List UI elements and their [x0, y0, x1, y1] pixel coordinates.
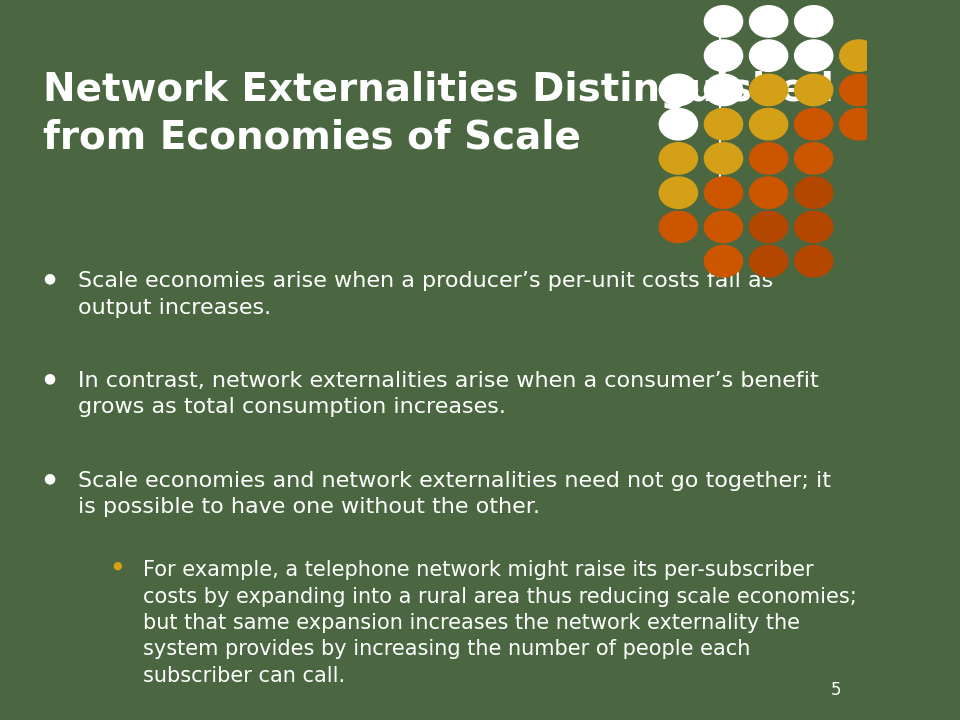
- Circle shape: [795, 143, 832, 174]
- Text: ●: ●: [112, 560, 123, 570]
- Circle shape: [750, 74, 788, 106]
- Circle shape: [660, 143, 698, 174]
- Circle shape: [750, 6, 788, 37]
- Text: 5: 5: [831, 681, 842, 699]
- Circle shape: [705, 74, 743, 106]
- Circle shape: [750, 177, 788, 208]
- Circle shape: [705, 246, 743, 277]
- Circle shape: [795, 246, 832, 277]
- Circle shape: [795, 177, 832, 208]
- Text: ●: ●: [43, 371, 56, 385]
- Circle shape: [705, 177, 743, 208]
- Circle shape: [660, 177, 698, 208]
- Text: ●: ●: [43, 271, 56, 285]
- Circle shape: [795, 109, 832, 140]
- Circle shape: [750, 40, 788, 71]
- Circle shape: [750, 211, 788, 243]
- Circle shape: [705, 109, 743, 140]
- Circle shape: [660, 74, 698, 106]
- Circle shape: [795, 74, 832, 106]
- Circle shape: [705, 211, 743, 243]
- Text: Network Externalities Distinguished
from Economies of Scale: Network Externalities Distinguished from…: [43, 71, 834, 156]
- Circle shape: [660, 109, 698, 140]
- Circle shape: [795, 40, 832, 71]
- Circle shape: [705, 40, 743, 71]
- Circle shape: [660, 211, 698, 243]
- Circle shape: [750, 109, 788, 140]
- Circle shape: [840, 40, 877, 71]
- Text: Scale economies and network externalities need not go together; it
is possible t: Scale economies and network externalitie…: [78, 471, 831, 518]
- Text: ●: ●: [43, 471, 56, 485]
- Circle shape: [750, 143, 788, 174]
- Circle shape: [795, 6, 832, 37]
- Text: For example, a telephone network might raise its per-subscriber
costs by expandi: For example, a telephone network might r…: [143, 560, 857, 685]
- Circle shape: [840, 109, 877, 140]
- Text: Scale economies arise when a producer’s per-unit costs fall as
output increases.: Scale economies arise when a producer’s …: [78, 271, 774, 318]
- Circle shape: [840, 74, 877, 106]
- Circle shape: [750, 246, 788, 277]
- Text: In contrast, network externalities arise when a consumer’s benefit
grows as tota: In contrast, network externalities arise…: [78, 371, 819, 418]
- Circle shape: [705, 6, 743, 37]
- Circle shape: [795, 211, 832, 243]
- Circle shape: [705, 143, 743, 174]
